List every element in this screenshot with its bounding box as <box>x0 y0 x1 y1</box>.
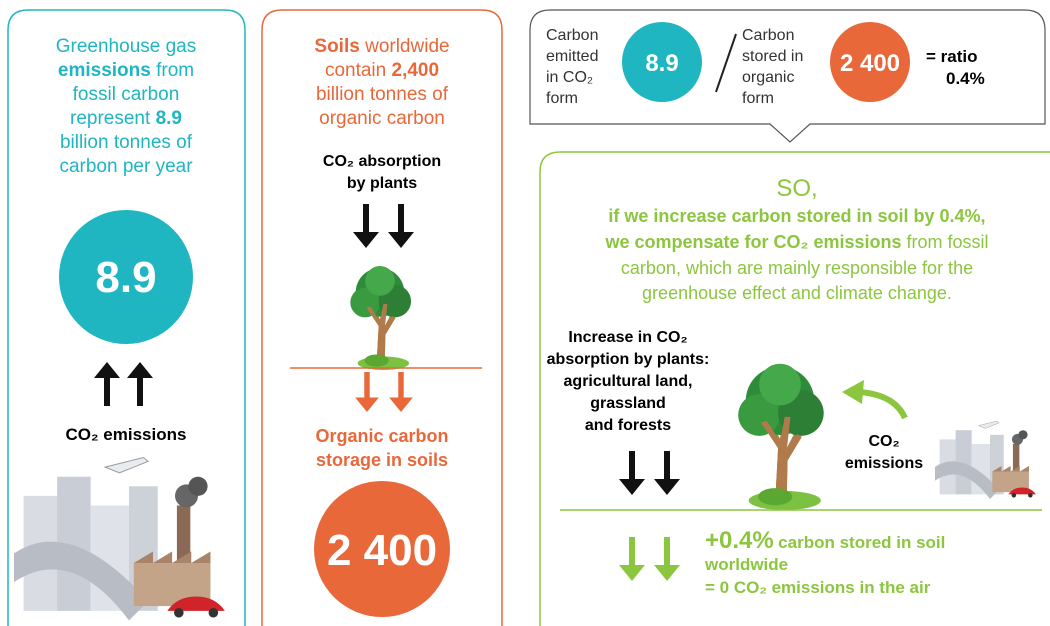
svg-text:organic carbon: organic carbon <box>319 108 445 129</box>
soils-text: Soils worldwide contain 2,400 billion to… <box>314 36 449 129</box>
text: from fossil <box>907 232 989 252</box>
emissions-circle <box>59 210 193 344</box>
emitted-value: 8.9 <box>645 50 678 77</box>
text: billion tonnes of <box>60 132 193 153</box>
arrow-down <box>654 451 680 495</box>
text: emitted <box>546 48 598 65</box>
text: Carbon <box>546 27 598 44</box>
text: contain <box>325 60 386 81</box>
emissions-value: 8.9 <box>95 253 156 302</box>
text: organic carbon <box>319 108 445 129</box>
svg-text:billion tonnes of: billion tonnes of <box>316 84 449 105</box>
svg-text:carbon per year: carbon per year <box>59 156 193 177</box>
panel-border <box>7 9 246 626</box>
text: +0.4% <box>705 527 774 554</box>
svg-text:fossil carbon: fossil carbon <box>73 84 180 105</box>
arrow-down <box>654 537 680 581</box>
arrow-down <box>389 372 413 412</box>
svg-text:Soils worldwide: Soils worldwide <box>314 36 449 57</box>
arrow-up <box>94 362 120 406</box>
text: carbon stored in soil <box>778 533 945 552</box>
text: carbon, which are mainly responsible for… <box>621 258 973 278</box>
emissions-label: CO₂ emissions <box>845 433 923 472</box>
text: if we increase carbon stored in soil by … <box>608 206 985 226</box>
text: 8.9 <box>156 108 182 129</box>
stored-label: Carbon stored in organic form <box>742 27 803 107</box>
result-text: +0.4% carbon stored in soil worldwide = … <box>704 527 945 597</box>
curved-arrow-head <box>842 380 864 404</box>
text: Greenhouse gas <box>56 36 197 57</box>
city-illustration <box>935 420 1037 500</box>
arrow-down <box>355 372 379 412</box>
text: worldwide <box>704 555 788 574</box>
tree <box>350 266 412 370</box>
text: from <box>156 60 194 81</box>
soils-value: 2 400 <box>327 526 437 575</box>
text: we compensate for CO₂ emissions <box>604 232 901 252</box>
panel-border <box>539 151 1050 626</box>
text: stored in <box>742 48 803 65</box>
conclusion-text: if we increase carbon stored in soil by … <box>604 206 988 303</box>
stored-circle <box>830 22 910 102</box>
text: carbon per year <box>59 156 193 177</box>
curved-arrow <box>859 389 908 420</box>
panel-border <box>261 9 503 626</box>
svg-text:Greenhouse gas: Greenhouse gas <box>56 36 197 57</box>
text: 2,400 <box>392 60 440 81</box>
text: 0.4% <box>946 69 985 88</box>
text: grassland <box>590 395 666 412</box>
arrow-down <box>619 451 645 495</box>
text: Soils <box>314 36 359 57</box>
text: represent <box>70 108 151 129</box>
arrow-up <box>127 362 153 406</box>
text: absorption by plants: <box>547 351 710 368</box>
divider <box>715 33 737 93</box>
soils-circle <box>314 481 450 617</box>
storage-label: Organic carbon storage in soils <box>315 426 448 470</box>
text: and forests <box>585 417 671 434</box>
text: CO₂ absorption <box>323 153 441 170</box>
text: = 0 CO₂ emissions in the air <box>705 578 931 597</box>
svg-text:we compensate for CO₂ emission: we compensate for CO₂ emissions from fos… <box>604 232 988 252</box>
text: CO₂ <box>868 433 899 450</box>
emitted-label: Carbon emitted in CO₂ form <box>546 27 598 107</box>
arrow-down <box>388 204 414 248</box>
svg-text:+0.4% carbon stored in soil: +0.4% carbon stored in soil <box>705 527 945 554</box>
absorption-label: CO₂ absorption by plants <box>323 153 441 192</box>
text: greenhouse effect and climate change. <box>642 283 952 303</box>
arrow-down <box>619 537 645 581</box>
text: by plants <box>347 175 417 192</box>
text: = ratio <box>926 47 978 66</box>
text: Organic carbon <box>315 426 448 446</box>
city-illustration <box>14 457 226 621</box>
emissions-text: Greenhouse gas emissions from fossil car… <box>56 36 197 177</box>
svg-text:emissions from: emissions from <box>58 60 194 81</box>
text: worldwide <box>364 36 449 57</box>
emitted-circle <box>622 22 702 102</box>
svg-text:billion tonnes of: billion tonnes of <box>60 132 193 153</box>
text: billion tonnes of <box>316 84 449 105</box>
text: agricultural land, <box>564 373 693 390</box>
text: form <box>742 90 774 107</box>
text: fossil carbon <box>73 84 180 105</box>
ratio-label: = ratio 0.4% <box>926 47 985 88</box>
text: emissions <box>845 455 923 472</box>
text: emissions <box>58 60 151 81</box>
text: form <box>546 90 578 107</box>
heading: SO, <box>776 175 817 202</box>
svg-text:represent 8.9: represent 8.9 <box>70 108 182 129</box>
text: Carbon <box>742 27 794 44</box>
plants-label: Increase in CO₂ absorption by plants: ag… <box>547 329 710 434</box>
svg-text:contain 2,400: contain 2,400 <box>325 60 439 81</box>
text: storage in soils <box>316 450 448 470</box>
text: organic <box>742 69 794 86</box>
emissions-label: CO₂ emissions <box>66 425 187 444</box>
text: Increase in CO₂ <box>568 329 687 346</box>
stored-value: 2 400 <box>840 50 900 77</box>
text: in CO₂ <box>546 69 593 86</box>
arrow-down <box>353 204 379 248</box>
tree <box>738 363 824 510</box>
